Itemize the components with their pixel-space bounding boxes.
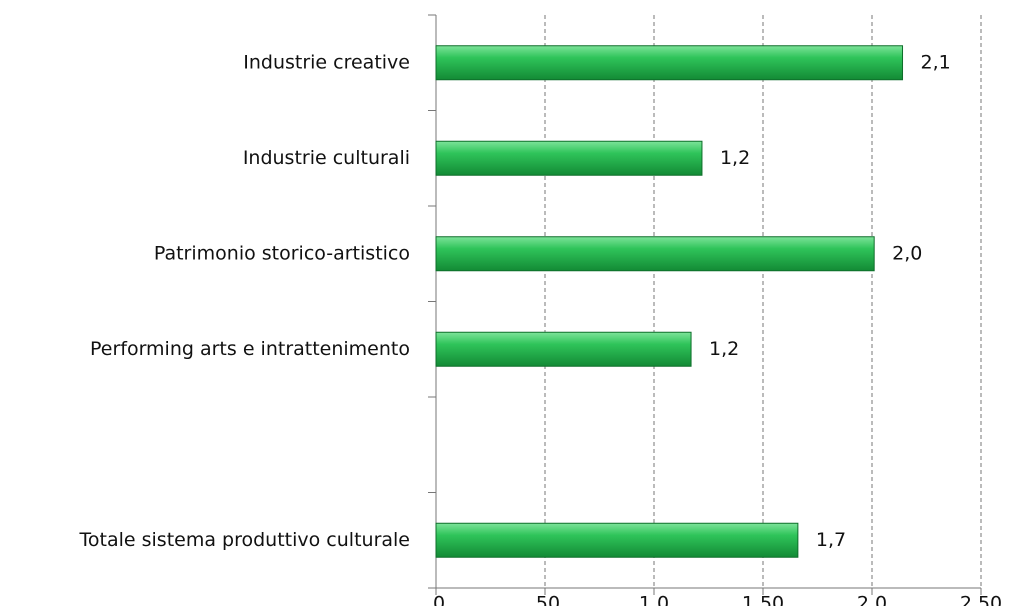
- x-tick-label: 2,0: [857, 593, 887, 606]
- y-tick-label: Patrimonio storico-artistico: [154, 242, 410, 264]
- x-tick-label: ,0: [427, 593, 445, 606]
- x-tick-label: ,50: [530, 593, 560, 606]
- x-tick-label: 1,50: [742, 593, 784, 606]
- bar: [435, 140, 703, 176]
- bar: [435, 522, 799, 558]
- y-tick-label: Industrie culturali: [243, 147, 410, 169]
- data-label: 1,2: [720, 147, 750, 169]
- y-tick-label: Industrie creative: [243, 51, 410, 73]
- data-label: 1,7: [816, 529, 846, 551]
- bar: [435, 331, 692, 367]
- data-label: 2,1: [921, 51, 951, 73]
- x-tick-label: 1,0: [639, 593, 669, 606]
- y-tick-label: Totale sistema produttivo culturale: [79, 529, 410, 551]
- x-tick-label: 2,50: [960, 593, 1002, 606]
- bar: [435, 45, 904, 81]
- data-label: 2,0: [892, 242, 922, 264]
- y-tick-label: Performing arts e intrattenimento: [90, 338, 410, 360]
- bar: [435, 236, 875, 272]
- data-label: 1,2: [709, 338, 739, 360]
